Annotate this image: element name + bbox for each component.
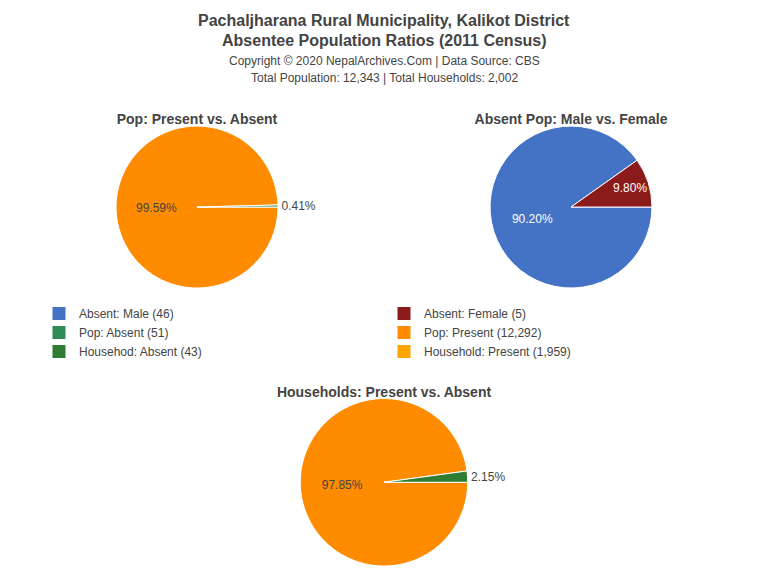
svg-text:0.41%: 0.41% <box>281 199 315 213</box>
svg-text:97.85%: 97.85% <box>322 478 363 492</box>
svg-text:Absent: Male (46): Absent: Male (46) <box>79 307 174 321</box>
svg-text:Copyright © 2020 NepalArchives: Copyright © 2020 NepalArchives.Com | Dat… <box>229 54 540 68</box>
svg-text:2.15%: 2.15% <box>471 470 505 484</box>
svg-text:90.20%: 90.20% <box>512 212 553 226</box>
svg-text:Absentee Population Ratios (20: Absentee Population Ratios (2011 Census) <box>222 32 547 49</box>
svg-text:9.80%: 9.80% <box>613 181 647 195</box>
svg-text:Absent: Female (5): Absent: Female (5) <box>424 307 526 321</box>
svg-text:99.59%: 99.59% <box>136 201 177 215</box>
svg-text:Househod: Absent (43): Househod: Absent (43) <box>79 345 202 359</box>
svg-text:Households: Present vs. Absent: Households: Present vs. Absent <box>277 384 492 400</box>
svg-text:Pop: Absent (51): Pop: Absent (51) <box>79 326 168 340</box>
svg-text:Pop: Present vs. Absent: Pop: Present vs. Absent <box>117 111 278 127</box>
svg-text:Total Population: 12,343 | Tot: Total Population: 12,343 | Total Househo… <box>251 71 518 85</box>
svg-text:Household: Present (1,959): Household: Present (1,959) <box>424 345 571 359</box>
svg-text:Absent Pop: Male vs. Female: Absent Pop: Male vs. Female <box>475 111 668 127</box>
svg-text:Pop: Present (12,292): Pop: Present (12,292) <box>424 326 541 340</box>
svg-text:Pachaljharana Rural Municipali: Pachaljharana Rural Municipality, Kaliko… <box>198 12 570 29</box>
